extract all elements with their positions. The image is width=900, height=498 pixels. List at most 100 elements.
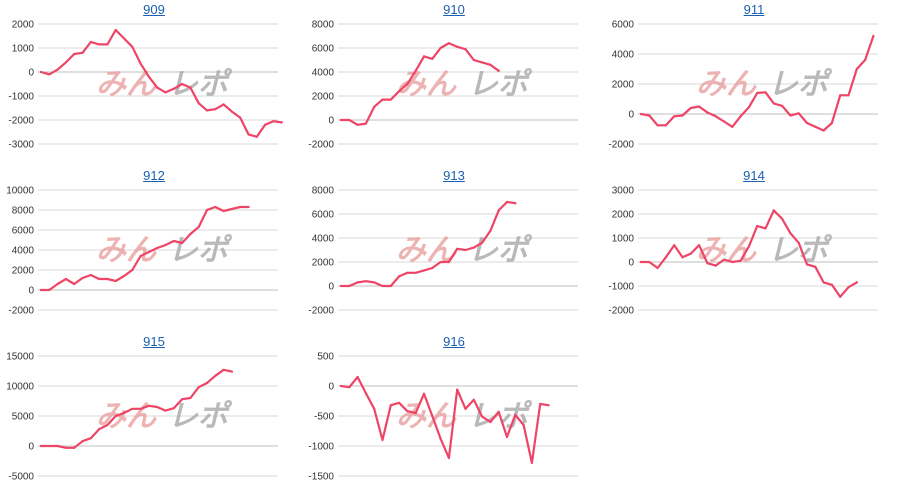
data-point — [172, 87, 175, 90]
data-point — [648, 114, 651, 117]
data-point — [789, 232, 792, 235]
chart-svg: 10000 8000 6000 4000 2000 0 -2000 みん レポ — [6, 186, 278, 317]
y-tick-label: 6000 — [312, 210, 335, 221]
data-point — [98, 43, 101, 46]
y-tick-label: -500 — [314, 412, 334, 423]
data-point — [514, 413, 517, 416]
data-point — [489, 420, 492, 424]
data-point — [239, 116, 242, 119]
data-point — [464, 48, 467, 51]
data-point — [247, 205, 250, 209]
y-tick-label: -1000 — [608, 282, 634, 293]
y-tick-label: -5000 — [8, 472, 34, 483]
data-point — [398, 275, 401, 278]
data-point — [131, 268, 134, 272]
data-point — [381, 98, 384, 101]
watermark-text-a: みん — [696, 233, 757, 268]
y-tick-label: 15000 — [6, 352, 34, 363]
data-point — [681, 114, 684, 117]
chart-title-link[interactable]: 910 — [443, 2, 465, 17]
data-point — [639, 112, 643, 116]
y-tick-label: 10000 — [6, 382, 34, 393]
data-point — [39, 288, 43, 292]
data-point — [197, 225, 200, 229]
chart-title-link[interactable]: 913 — [443, 168, 465, 183]
y-tick-label: 0 — [328, 282, 334, 293]
data-point — [648, 260, 651, 264]
data-point — [714, 264, 717, 267]
data-point — [114, 414, 117, 418]
chart-title-link[interactable]: 909 — [143, 2, 165, 17]
data-point — [64, 61, 67, 64]
data-point — [522, 423, 525, 427]
y-tick-label: 2000 — [612, 210, 635, 221]
data-point — [781, 217, 784, 220]
data-point — [431, 414, 434, 418]
data-point — [239, 205, 242, 209]
data-point — [348, 386, 351, 389]
data-point — [855, 281, 858, 284]
data-point — [431, 57, 434, 60]
data-point — [48, 288, 51, 292]
watermark-text-a: みん — [96, 399, 157, 434]
data-point — [139, 62, 142, 65]
data-point — [764, 91, 767, 94]
data-point — [56, 282, 59, 286]
data-point — [230, 207, 233, 211]
data-point — [847, 94, 850, 97]
data-point — [872, 34, 875, 38]
series-line — [39, 28, 283, 138]
series-line — [39, 205, 250, 292]
data-point — [822, 281, 825, 284]
data-point — [389, 404, 392, 407]
y-tick-label: -2000 — [608, 306, 634, 317]
data-point — [339, 118, 343, 122]
data-point — [247, 133, 250, 136]
data-point — [147, 250, 150, 254]
data-point — [373, 281, 376, 284]
data-point — [356, 123, 359, 126]
data-point — [164, 243, 167, 247]
chart-title-link[interactable]: 912 — [143, 168, 165, 183]
y-tick-label: -1000 — [8, 92, 34, 103]
data-point — [106, 43, 109, 46]
data-point — [214, 108, 217, 111]
data-point — [414, 411, 417, 415]
watermark-text-a: みん — [396, 399, 457, 434]
y-tick-label: 4000 — [12, 246, 35, 257]
chart-title-link[interactable]: 915 — [143, 334, 165, 349]
data-point — [656, 266, 659, 270]
data-point — [364, 280, 367, 283]
data-point — [264, 123, 267, 126]
y-tick-label: -3000 — [8, 140, 34, 151]
data-point — [422, 269, 426, 272]
data-point — [497, 69, 500, 72]
series-line — [639, 34, 875, 132]
data-point — [764, 227, 767, 230]
chart-panel-909: 909 2000 1000 0 -1000 -2000 -3000 みん レポ — [0, 0, 290, 160]
data-point — [389, 284, 392, 288]
chart-title-link[interactable]: 911 — [743, 2, 765, 17]
data-point — [472, 398, 475, 401]
y-tick-label: 1000 — [12, 44, 35, 55]
data-point — [214, 374, 217, 377]
data-point — [530, 461, 533, 464]
data-point — [131, 45, 134, 48]
data-point — [189, 396, 192, 400]
y-tick-label: 2000 — [312, 92, 335, 103]
data-point — [64, 446, 67, 449]
chart-title-link[interactable]: 914 — [743, 168, 765, 183]
chart-title-link[interactable]: 916 — [443, 334, 465, 349]
data-point — [497, 410, 500, 413]
data-point — [689, 252, 692, 255]
data-point — [505, 200, 509, 204]
data-point — [272, 120, 275, 123]
data-point — [489, 229, 492, 232]
y-tick-label: 4000 — [312, 68, 335, 79]
data-point — [172, 239, 175, 243]
data-point — [830, 121, 833, 125]
data-point — [122, 274, 126, 278]
series-line — [339, 42, 500, 126]
